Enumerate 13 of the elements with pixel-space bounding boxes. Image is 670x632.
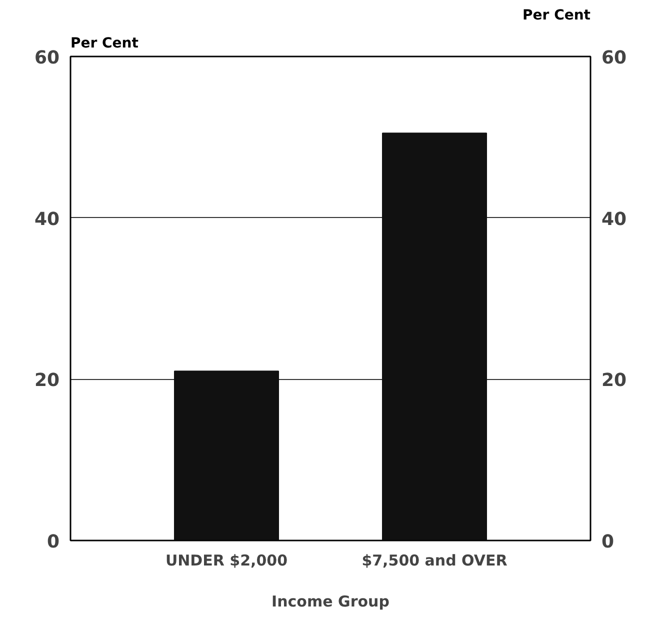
y2-tick-label: 20 <box>602 370 627 392</box>
y2-tick-label: 0 <box>602 532 614 552</box>
y-tick-label: 40 <box>34 208 60 230</box>
y-axis-title: Per Cent <box>70 36 139 52</box>
x-tick-label: UNDER $2,000 <box>165 552 288 570</box>
y-tick-label: 60 <box>34 48 60 68</box>
y2-tick-label: 40 <box>602 208 627 230</box>
y-tick-label: 0 <box>46 532 60 552</box>
x-tick-label: $7,500 and OVER <box>362 552 508 570</box>
y-tick-label: 20 <box>34 370 60 392</box>
y2-tick-label: 60 <box>602 48 627 68</box>
x-axis-title: Income Group <box>272 592 390 610</box>
y2-axis-title: Per Cent <box>522 8 591 24</box>
